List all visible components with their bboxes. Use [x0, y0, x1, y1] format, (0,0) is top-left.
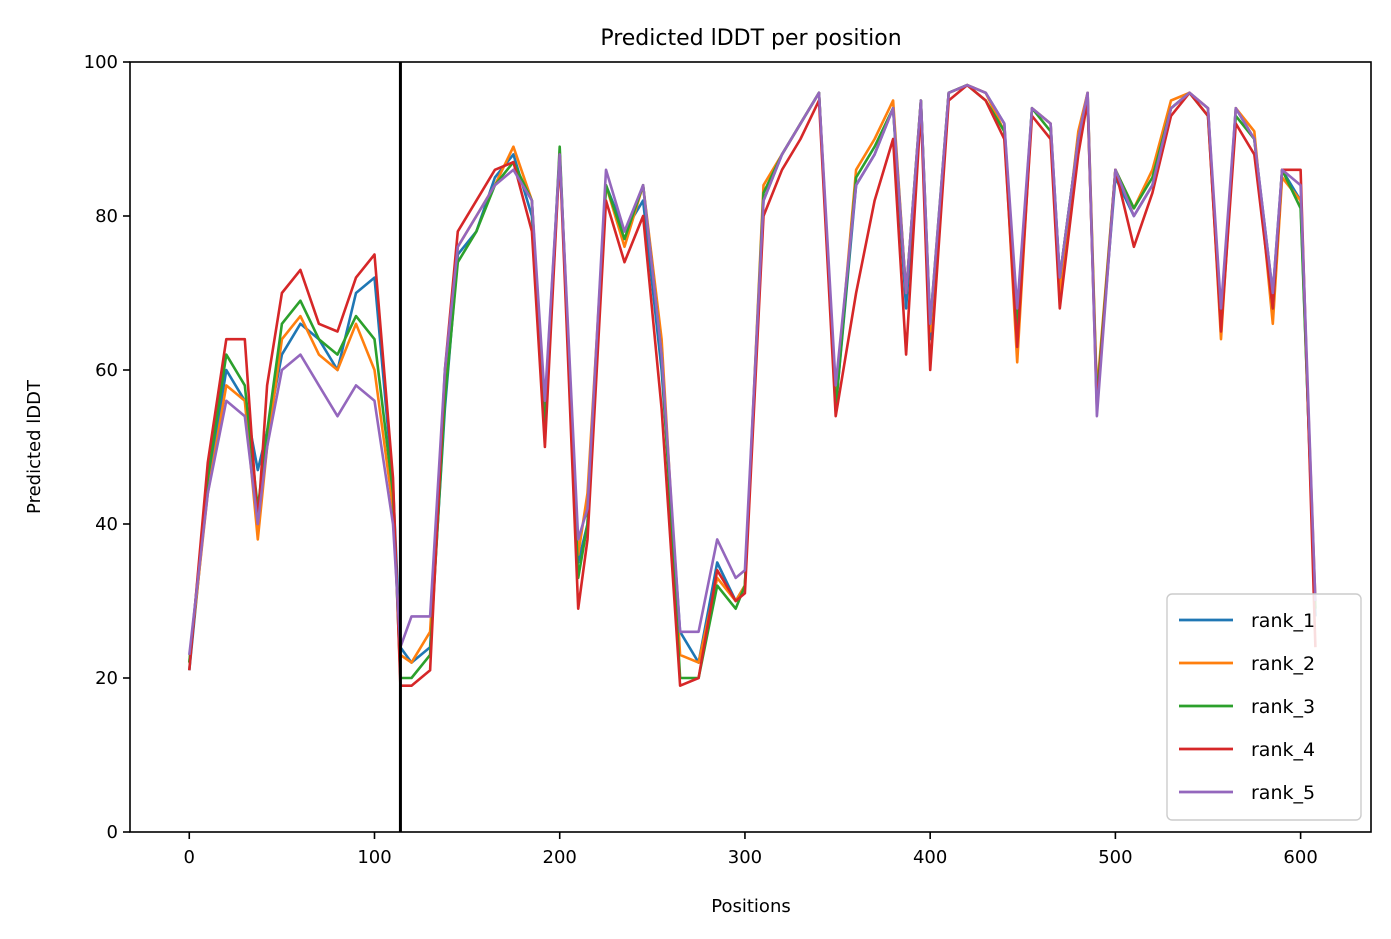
y-tick-label: 80 [95, 206, 118, 227]
x-tick-label: 500 [1098, 847, 1132, 868]
y-tick-label: 60 [95, 360, 118, 381]
x-tick-label: 100 [357, 847, 391, 868]
x-tick-label: 600 [1283, 847, 1317, 868]
x-axis-label: Positions [711, 896, 790, 917]
legend-label-rank_5: rank_5 [1251, 782, 1315, 804]
y-tick-label: 40 [95, 514, 118, 535]
x-tick-label: 400 [913, 847, 947, 868]
legend-label-rank_1: rank_1 [1251, 610, 1315, 632]
axes-frame [129, 61, 1372, 833]
legend-label-rank_2: rank_2 [1251, 653, 1315, 675]
y-tick-label: 100 [84, 52, 118, 73]
x-tick-label: 0 [184, 847, 195, 868]
y-tick-label: 0 [107, 822, 118, 843]
x-tick-label: 300 [728, 847, 762, 868]
series-line-rank_4 [188, 83, 1317, 688]
legend-label-rank_3: rank_3 [1251, 696, 1315, 718]
chart-title: Predicted lDDT per position [600, 26, 901, 51]
series-line-rank_5 [188, 83, 1317, 656]
plot-area: 0 100 200 300 400 500 600020406080100rank_1ran… [84, 52, 1372, 868]
series-line-rank_1 [188, 83, 1317, 671]
series-line-rank_3 [188, 83, 1317, 680]
legend: rank_1 rank_2 rank_3 rank_4 rank_5 [1166, 593, 1362, 821]
series-line-rank_2 [188, 83, 1317, 664]
y-axis-label: Predicted lDDT [24, 379, 45, 514]
x-tick-label: 200 [543, 847, 577, 868]
legend-box [1166, 593, 1362, 821]
series-group [188, 83, 1317, 688]
legend-label-rank_4: rank_4 [1251, 739, 1315, 761]
y-tick-label: 20 [95, 668, 118, 689]
